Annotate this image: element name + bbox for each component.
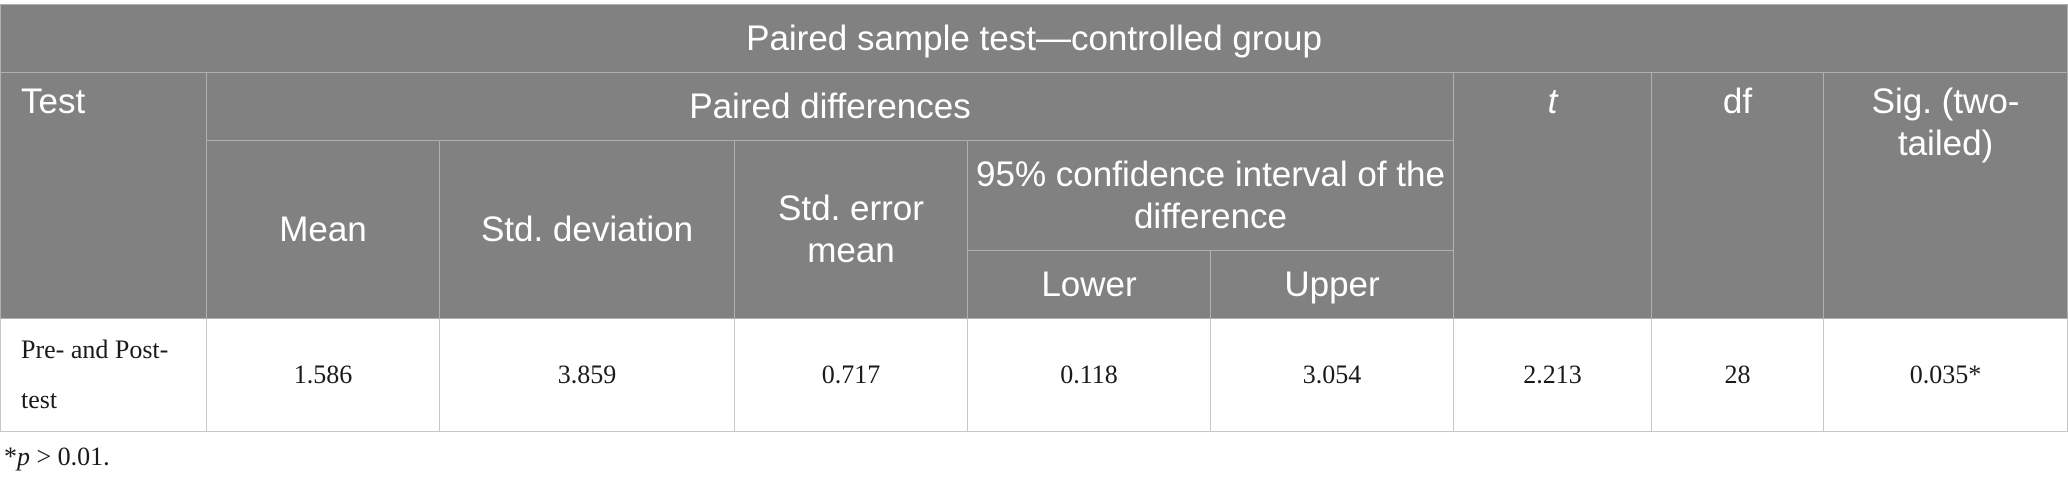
cell-std-deviation: 3.859 — [439, 318, 735, 432]
cell-test: Pre- and Post-test — [0, 318, 207, 432]
cell-sig: 0.035* — [1822, 318, 2068, 432]
footnote-symbol: p — [17, 442, 30, 471]
header-upper: Upper — [1210, 250, 1454, 319]
header-t: t — [1453, 72, 1652, 319]
cell-t: 2.213 — [1453, 318, 1652, 432]
header-std-error-mean: Std. error mean — [734, 140, 968, 319]
footnote-text: > 0.01. — [30, 442, 110, 471]
table-row: Pre- and Post-test 1.586 3.859 0.717 0.1… — [0, 318, 2068, 432]
header-confidence-interval: 95% confidence interval of the differenc… — [967, 140, 1454, 251]
cell-std-error-mean: 0.717 — [734, 318, 968, 432]
header-paired-differences: Paired differences — [206, 72, 1454, 141]
table-footnote: *p > 0.01. — [4, 442, 110, 472]
header-mean: Mean — [206, 140, 440, 319]
header-sig: Sig. (two-tailed) — [1822, 72, 2068, 319]
table-title: Paired sample test—controlled group — [0, 4, 2068, 73]
cell-upper: 3.054 — [1210, 318, 1454, 432]
header-test: Test — [0, 72, 207, 319]
footnote-marker: * — [4, 442, 17, 471]
table-title-text: Paired sample test—controlled group — [746, 18, 1322, 58]
header-lower: Lower — [967, 250, 1211, 319]
cell-mean: 1.586 — [206, 318, 440, 432]
cell-lower: 0.118 — [967, 318, 1211, 432]
header-std-deviation: Std. deviation — [439, 140, 735, 319]
header-df: df — [1651, 72, 1824, 319]
paired-sample-test-table: Paired sample test—controlled group Test… — [0, 4, 2068, 432]
cell-df: 28 — [1651, 318, 1824, 432]
